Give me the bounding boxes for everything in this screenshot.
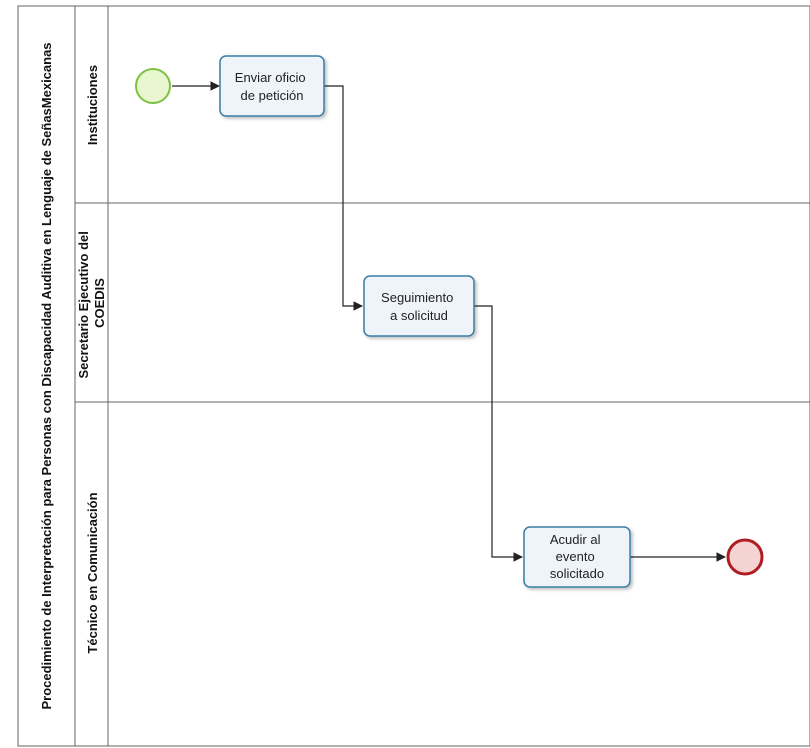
task-text-line: Seguimiento xyxy=(381,290,453,305)
lane-title-instituciones: Instituciones xyxy=(85,65,100,145)
start-event[interactable] xyxy=(135,68,171,104)
task-text-line: evento xyxy=(556,549,595,564)
lane-title-line: Secretario Ejecutivo del xyxy=(76,231,91,378)
task-text-line: de petición xyxy=(241,88,304,103)
lane-title-secretario: Secretario Ejecutivo del COEDIS xyxy=(76,227,107,378)
lane-title-line: COEDIS xyxy=(92,278,107,328)
lane-title-line: Instituciones xyxy=(85,65,100,145)
lane-title-tecnico: Técnico en Comunicación xyxy=(85,492,100,653)
task-acudir-evento[interactable]: Acudir al evento solicitado xyxy=(523,526,631,588)
task-text-line: solicitado xyxy=(550,566,604,581)
pool-frame xyxy=(17,5,810,747)
svg-text:Acudir al evento s: Acudir al evento solicitado xyxy=(550,532,604,581)
task-text-line: Enviar oficio xyxy=(235,70,306,85)
flow-t2-to-t3 xyxy=(474,305,523,562)
task-text-line: Acudir al xyxy=(550,532,601,547)
pool-title: Procedimiento de Interpretación para Per… xyxy=(39,42,54,709)
end-event[interactable] xyxy=(726,538,764,576)
svg-text:Seguimiento a solicitud: Seguimiento a solicitud xyxy=(381,290,457,323)
lane-title-line: Técnico en Comunicación xyxy=(85,492,100,653)
task-seguimiento[interactable]: Seguimiento a solicitud xyxy=(363,275,475,337)
task-enviar-oficio[interactable]: Enviar oficio de petición xyxy=(219,55,325,117)
task-text-line: a solicitud xyxy=(390,308,448,323)
svg-text:Enviar oficio de petició: Enviar oficio de petición xyxy=(235,70,309,103)
flow-t1-to-t2 xyxy=(324,85,363,311)
